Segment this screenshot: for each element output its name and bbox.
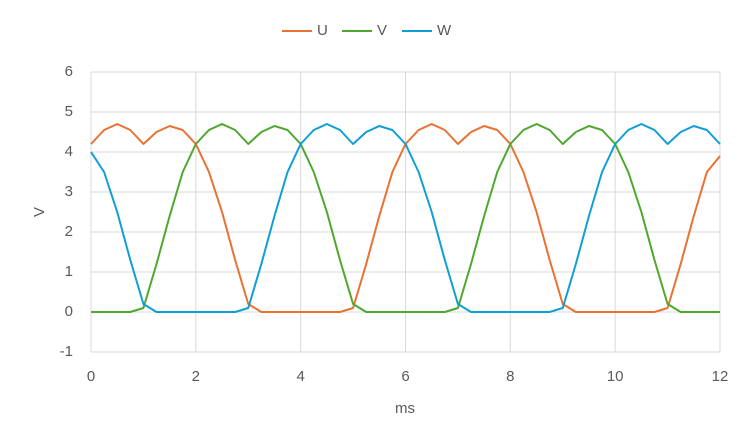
x-tick-label: 2	[192, 368, 200, 385]
y-tick-label: 6	[65, 63, 73, 80]
x-tick-label: 8	[506, 368, 514, 385]
y-tick-label: 4	[65, 143, 73, 160]
y-axis-title: V	[31, 207, 48, 217]
legend-label: V	[377, 22, 387, 39]
x-tick-label: 6	[401, 368, 409, 385]
x-tick-label: 4	[296, 368, 304, 385]
legend-label: W	[437, 22, 452, 39]
y-tick-label: 3	[65, 183, 73, 200]
y-tick-label: 1	[65, 263, 73, 280]
x-tick-label: 0	[87, 368, 95, 385]
y-tick-label: 5	[65, 103, 73, 120]
series-line	[90, 123, 721, 313]
x-tick-label: 12	[712, 368, 729, 385]
x-tick-label: 10	[607, 368, 624, 385]
y-tick-label: 2	[65, 223, 73, 240]
y-tick-label: -1	[60, 343, 73, 360]
x-axis-title: ms	[395, 400, 415, 417]
legend-label: U	[317, 22, 328, 39]
y-tick-label: 0	[65, 303, 73, 320]
